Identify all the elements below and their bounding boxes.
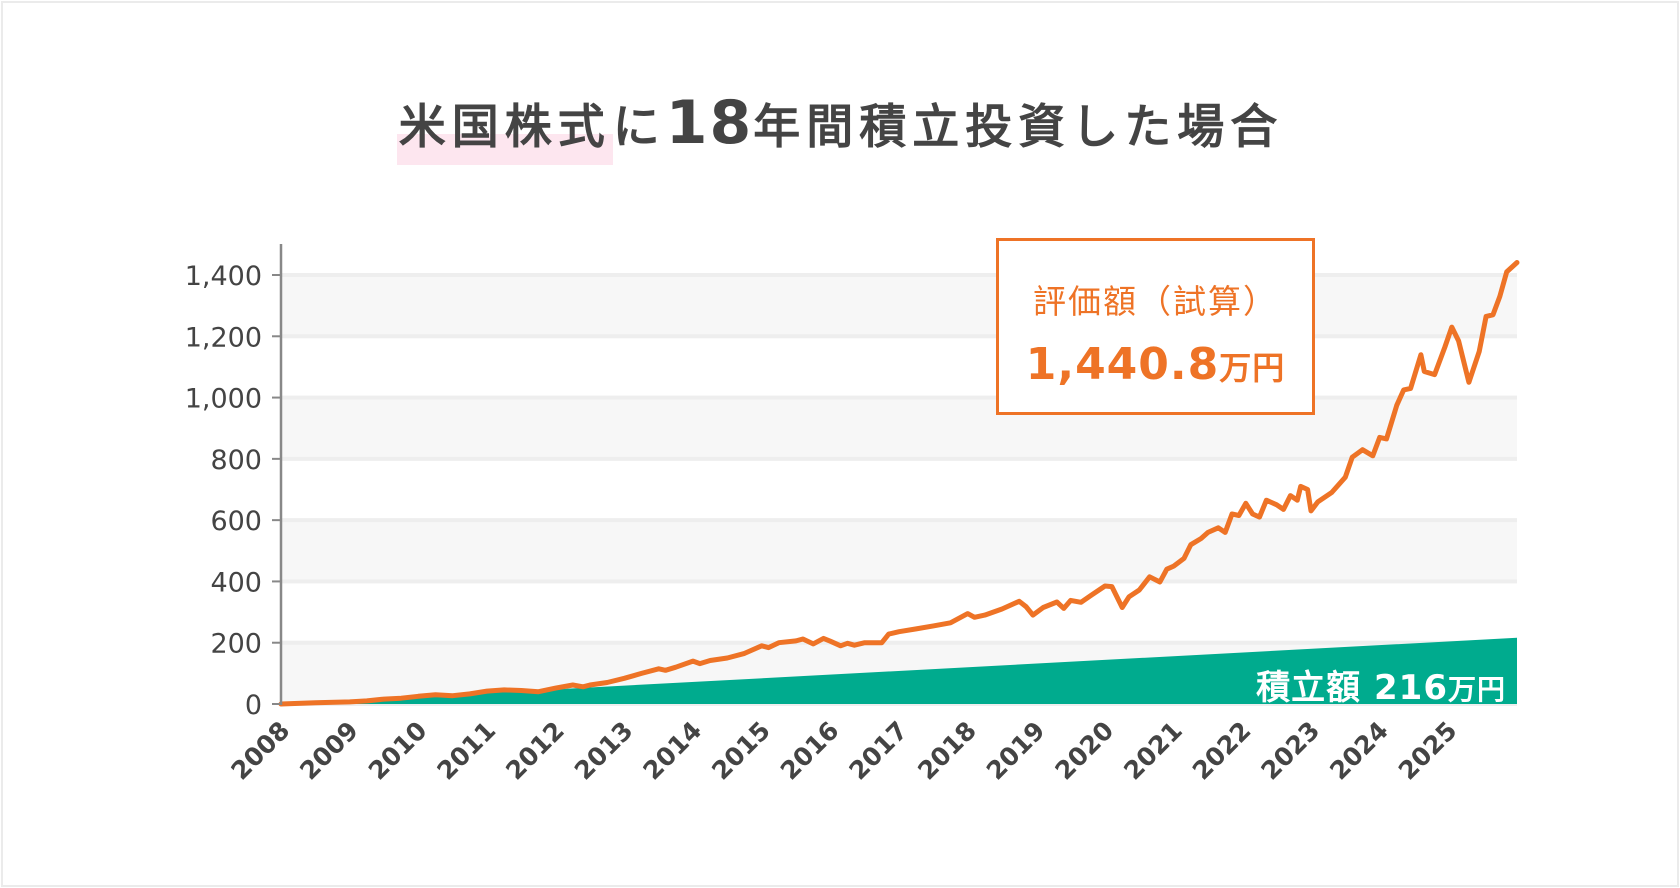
x-tick-label: 2012	[500, 716, 570, 786]
grid-band	[281, 275, 1517, 337]
callout-unit: 万円	[1219, 349, 1286, 387]
x-tick-label: 2018	[912, 716, 982, 786]
title-highlight: 米国株式	[396, 100, 613, 165]
y-tick-label: 400	[210, 567, 262, 598]
x-tick-label: 2024	[1324, 716, 1394, 786]
x-tick-label: 2011	[432, 716, 502, 786]
x-tick-label: 2009	[294, 716, 364, 786]
y-tick-label: 600	[210, 506, 262, 537]
y-tick-label: 0	[245, 690, 262, 721]
x-tick-label: 2013	[569, 716, 639, 786]
x-tick-label: 2020	[1050, 716, 1120, 786]
title-number: 18	[665, 88, 754, 158]
x-tick-label: 2023	[1256, 716, 1326, 786]
accumulated-value: 216	[1374, 668, 1448, 708]
x-tick-label: 2019	[981, 716, 1051, 786]
grid-band	[281, 520, 1517, 582]
accumulated-unit: 万円	[1447, 673, 1506, 706]
accumulated-label: 積立額 216万円	[1256, 660, 1506, 709]
valuation-callout: 評価額（試算） 1,440.8万円	[996, 238, 1315, 415]
x-tick-label: 2015	[706, 716, 776, 786]
x-tick-label: 2014	[638, 716, 708, 786]
x-tick-label: 2008	[226, 716, 296, 786]
grid-band	[281, 397, 1517, 459]
valuation-line	[278, 260, 1520, 707]
y-tick-label: 800	[210, 445, 262, 476]
x-tick-label: 2010	[363, 716, 433, 786]
accumulated-label-text: 積立額	[1256, 668, 1362, 708]
y-tick-label: 1,400	[185, 261, 262, 292]
y-tick-label: 200	[210, 629, 262, 660]
x-tick-label: 2016	[775, 716, 845, 786]
chart-title: 米国株式に18年間積立投資した場合	[0, 88, 1680, 165]
x-tick-label: 2017	[844, 716, 914, 786]
x-tick-label: 2022	[1187, 716, 1257, 786]
x-tick-label: 2021	[1118, 716, 1188, 786]
callout-value: 1,440.8	[1025, 339, 1220, 390]
y-tick-label: 1,000	[185, 384, 262, 415]
x-tick-label: 2025	[1393, 716, 1463, 786]
title-part1: に	[612, 100, 666, 155]
y-tick-label: 1,200	[185, 322, 262, 353]
title-part2: 年間積立投資した場合	[753, 100, 1284, 155]
callout-label: 評価額（試算）	[1033, 282, 1278, 321]
